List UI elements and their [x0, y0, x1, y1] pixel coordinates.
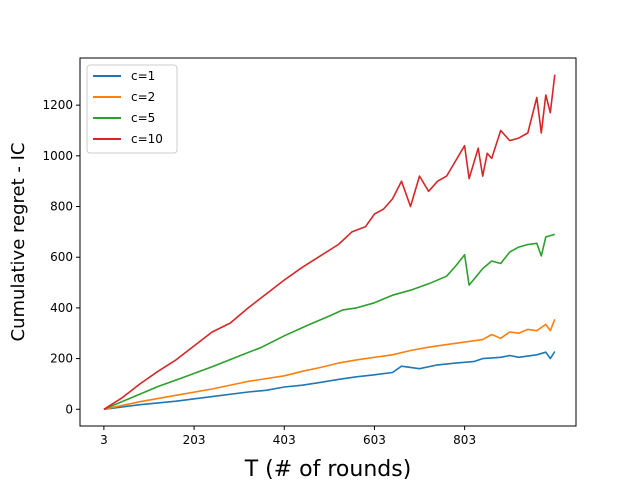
legend-label: c=2 [131, 90, 155, 104]
y-tick-label: 400 [50, 301, 73, 315]
plot-frame [79, 57, 577, 427]
x-tick-label: 3 [100, 433, 108, 447]
x-tick-label: 203 [183, 433, 206, 447]
legend-label: c=10 [131, 132, 163, 146]
y-tick-label: 600 [50, 250, 73, 264]
x-axis-ticks: 3 203 403 603 803 [100, 426, 476, 447]
series-line-c-10 [103, 74, 556, 410]
y-axis-title: Cumulative regret - IC [8, 143, 29, 342]
legend-label: c=5 [131, 111, 155, 125]
legend-box [86, 64, 178, 154]
x-tick-label: 403 [273, 433, 296, 447]
x-axis-title: T (# of rounds) [244, 457, 412, 480]
y-tick-label: 1200 [42, 98, 73, 112]
series-line-c-1 [103, 351, 556, 411]
legend: c=1 c=2 c=5 c=10 [86, 64, 178, 154]
x-tick-label: 803 [453, 433, 476, 447]
y-tick-label: 200 [50, 352, 73, 366]
legend-label: c=1 [131, 69, 155, 83]
series-layer [103, 74, 556, 411]
y-tick-label: 1000 [42, 149, 73, 163]
y-tick-label: 0 [65, 402, 73, 416]
x-tick-label: 603 [363, 433, 386, 447]
y-axis-ticks: 0 200 400 600 800 1000 1200 [42, 98, 80, 416]
series-line-c-2 [103, 319, 556, 411]
y-tick-label: 800 [50, 200, 73, 214]
series-line-c-5 [103, 233, 556, 411]
